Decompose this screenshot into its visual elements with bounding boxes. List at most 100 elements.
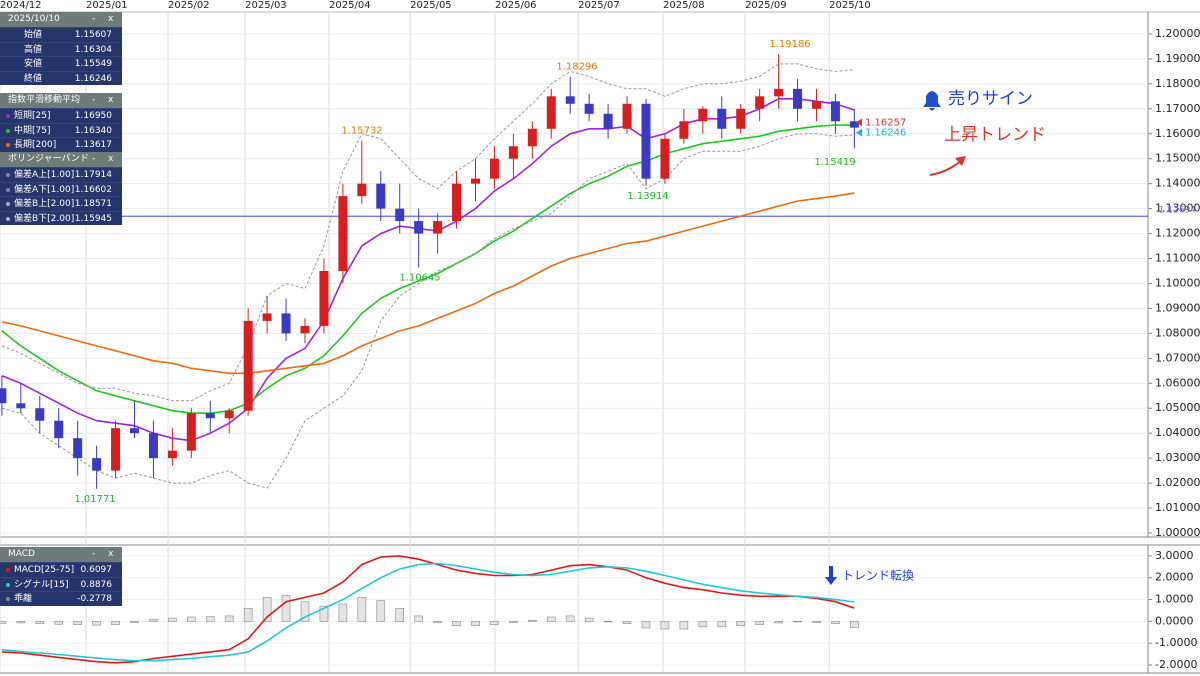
x-tick-label: 2025/03 bbox=[245, 0, 287, 11]
marker bbox=[6, 187, 10, 192]
y-tick-label: 1.17000 bbox=[1155, 102, 1200, 115]
marker bbox=[6, 202, 10, 207]
y-tick-label: 0.0000 bbox=[1155, 614, 1194, 627]
histogram-bar bbox=[319, 605, 329, 622]
histogram-bar bbox=[471, 621, 480, 627]
candle-body bbox=[205, 413, 215, 419]
histogram-bar bbox=[338, 603, 348, 622]
marker bbox=[6, 582, 10, 587]
row-value: 1.16246 bbox=[74, 73, 112, 84]
y-tick-label: 1.18000 bbox=[1155, 77, 1200, 90]
candle-body bbox=[774, 88, 784, 97]
marker bbox=[6, 114, 10, 118]
extreme-label: 1.15419 bbox=[814, 157, 855, 168]
histogram-bar bbox=[187, 616, 196, 622]
candle-body bbox=[793, 88, 803, 109]
uptrend-label: 上昇トレンド bbox=[944, 125, 1046, 145]
panel-button[interactable]: x bbox=[108, 154, 114, 164]
panel-row: 高値 1.16304 bbox=[0, 41, 122, 57]
candle-body bbox=[395, 208, 405, 222]
y-tick-label: 1.08000 bbox=[1155, 326, 1200, 339]
candle-body bbox=[736, 108, 746, 129]
candle-body bbox=[470, 178, 480, 184]
panel-button[interactable]: x bbox=[108, 14, 114, 24]
candle-body bbox=[148, 433, 158, 459]
arrow-head bbox=[955, 156, 966, 166]
marker bbox=[6, 128, 10, 133]
candle-body bbox=[622, 103, 632, 129]
row-value: 1.16340 bbox=[74, 125, 112, 136]
panel-row: 長期[200] 1.13617 bbox=[0, 137, 122, 152]
histogram-bar bbox=[660, 621, 670, 630]
panel-row: 偏差A下[1.00] 1.16602 bbox=[0, 181, 122, 197]
panel-button[interactable]: - bbox=[92, 95, 96, 105]
y-tick-label: 1.10000 bbox=[1155, 276, 1200, 289]
histogram-bar bbox=[0, 621, 7, 624]
histogram-bar bbox=[546, 616, 556, 622]
candle-body bbox=[755, 96, 765, 109]
row-label: 終値 bbox=[24, 73, 43, 84]
marker bbox=[6, 216, 10, 221]
sell-signal: 売りサイン bbox=[948, 89, 1033, 109]
candle-body bbox=[565, 96, 575, 104]
candle-body bbox=[357, 183, 367, 197]
x-tick-label: 2025/02 bbox=[168, 0, 210, 11]
x-tick-label: 2025/08 bbox=[663, 0, 705, 11]
candle-body bbox=[281, 313, 291, 334]
panel-header: 2025/10/10- x bbox=[0, 12, 122, 27]
x-tick-label: 2025/07 bbox=[578, 0, 620, 11]
histogram-bar bbox=[92, 621, 101, 626]
panel-button[interactable]: x bbox=[108, 549, 114, 559]
histogram-bar bbox=[395, 607, 405, 622]
marker bbox=[6, 568, 10, 572]
signals: 売りサイン 上昇トレンド トレンド転換 bbox=[825, 89, 1046, 585]
histogram-bar bbox=[262, 597, 272, 622]
histogram-bar bbox=[224, 615, 234, 622]
panel-button[interactable]: x bbox=[108, 95, 114, 105]
row-label: 偏差B下[2.00] bbox=[14, 213, 75, 224]
panel-row: 中期[75] 1.16340 bbox=[0, 122, 122, 138]
series-line bbox=[1, 98, 855, 442]
x-tick-label: 2025/01 bbox=[86, 0, 128, 11]
histogram-bar bbox=[641, 621, 651, 629]
histogram-bar bbox=[111, 621, 120, 625]
y-tick-label: 1.00000 bbox=[1155, 526, 1200, 539]
x-tick-label: 2025/04 bbox=[329, 0, 371, 11]
candle-body bbox=[830, 101, 840, 122]
candle-body bbox=[16, 403, 26, 409]
row-value: 1.16304 bbox=[74, 44, 112, 55]
histogram-bar bbox=[205, 616, 215, 622]
candle-body bbox=[452, 183, 462, 222]
y-tick-label: -1.0000 bbox=[1155, 636, 1197, 649]
histogram-bar bbox=[281, 594, 291, 622]
marker bbox=[6, 143, 10, 148]
panel-row: 安値 1.15549 bbox=[0, 56, 122, 71]
candle-body bbox=[262, 313, 272, 321]
panel-row: 偏差B下[2.00] 1.15945 bbox=[0, 210, 122, 226]
y-tick-label: 1.07000 bbox=[1155, 351, 1200, 364]
histogram-bar bbox=[130, 621, 139, 623]
histogram-bar bbox=[168, 617, 177, 622]
panel-button[interactable]: - bbox=[92, 14, 96, 24]
y-tick-label: 1.01000 bbox=[1155, 501, 1200, 514]
series-line bbox=[1, 124, 855, 414]
histogram-bar bbox=[452, 621, 461, 627]
hline-label: 1.12694 bbox=[1159, 206, 1196, 216]
panel-button[interactable]: - bbox=[92, 549, 96, 559]
candle-body bbox=[679, 121, 689, 139]
candle-body bbox=[130, 428, 140, 434]
histogram-bar bbox=[300, 601, 310, 622]
panel-button[interactable]: - bbox=[92, 154, 96, 164]
y-tick-label: 1.12000 bbox=[1155, 227, 1200, 240]
candle-body bbox=[603, 113, 613, 129]
row-label: 安値 bbox=[24, 59, 43, 70]
panel-row: 偏差B上[2.00] 1.18571 bbox=[0, 196, 122, 211]
panel-row: 終値 1.16246 bbox=[0, 70, 122, 86]
panel-row: MACD[25-75] 0.6097 bbox=[0, 562, 122, 577]
price-marker bbox=[856, 128, 862, 137]
histogram-bar bbox=[376, 600, 386, 622]
histogram-bar bbox=[565, 615, 575, 622]
row-label: 始値 bbox=[24, 30, 43, 40]
last-price-label: 1.16257 bbox=[865, 117, 906, 128]
row-value: 0.6097 bbox=[80, 565, 113, 575]
